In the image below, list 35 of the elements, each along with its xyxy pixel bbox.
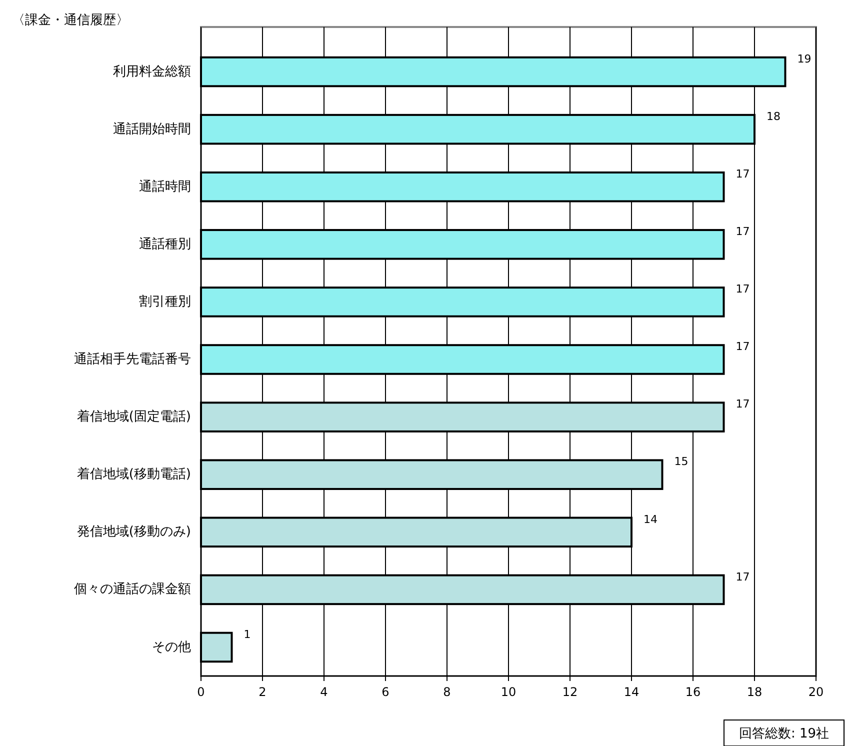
y-tick-label: 発信地域(移動のみ) [76, 524, 191, 540]
x-tick-label: 12 [562, 685, 578, 699]
data-label: 17 [736, 340, 750, 354]
data-label: 17 [736, 398, 750, 411]
y-tick-label: 着信地域(移動電話) [76, 466, 191, 482]
x-tick-label: 20 [808, 685, 824, 699]
x-tick-label: 10 [500, 685, 516, 699]
x-tick-label: 0 [197, 685, 205, 699]
x-tick-label: 6 [382, 685, 390, 699]
y-tick-label: 割引種別 [139, 294, 191, 310]
y-tick-label: 着信地域(固定電話) [76, 408, 191, 425]
x-tick-label: 4 [320, 685, 328, 699]
y-tick-label: 通話時間 [139, 179, 191, 194]
y-tick-label: 通話相手先電話番号 [74, 352, 191, 368]
x-tick-label: 2 [258, 685, 266, 699]
data-label: 15 [674, 455, 688, 468]
y-tick-label: 個々の通話の課金額 [74, 582, 191, 598]
x-tick-label: 16 [685, 685, 701, 699]
data-label: 18 [766, 110, 780, 123]
y-tick-label: 通話開始時間 [113, 122, 191, 137]
data-label: 14 [644, 512, 658, 526]
data-label: 17 [736, 282, 750, 296]
text: 回答総数: 19社 [738, 726, 830, 742]
y-tick-label: 利用料金総額 [113, 64, 191, 80]
text: 〈課金・通信履歴〉 [12, 13, 129, 28]
x-tick-label: 8 [443, 685, 451, 699]
x-tick-label: 18 [746, 685, 762, 699]
y-tick-label: その他 [152, 640, 191, 655]
data-label: 17 [736, 225, 750, 238]
data-label: 1 [244, 628, 251, 641]
y-tick-label: 通話種別 [139, 236, 191, 252]
x-tick-label: 14 [624, 685, 640, 699]
data-label: 17 [736, 570, 750, 584]
data-label: 17 [736, 167, 750, 180]
data-label: 19 [797, 52, 812, 66]
